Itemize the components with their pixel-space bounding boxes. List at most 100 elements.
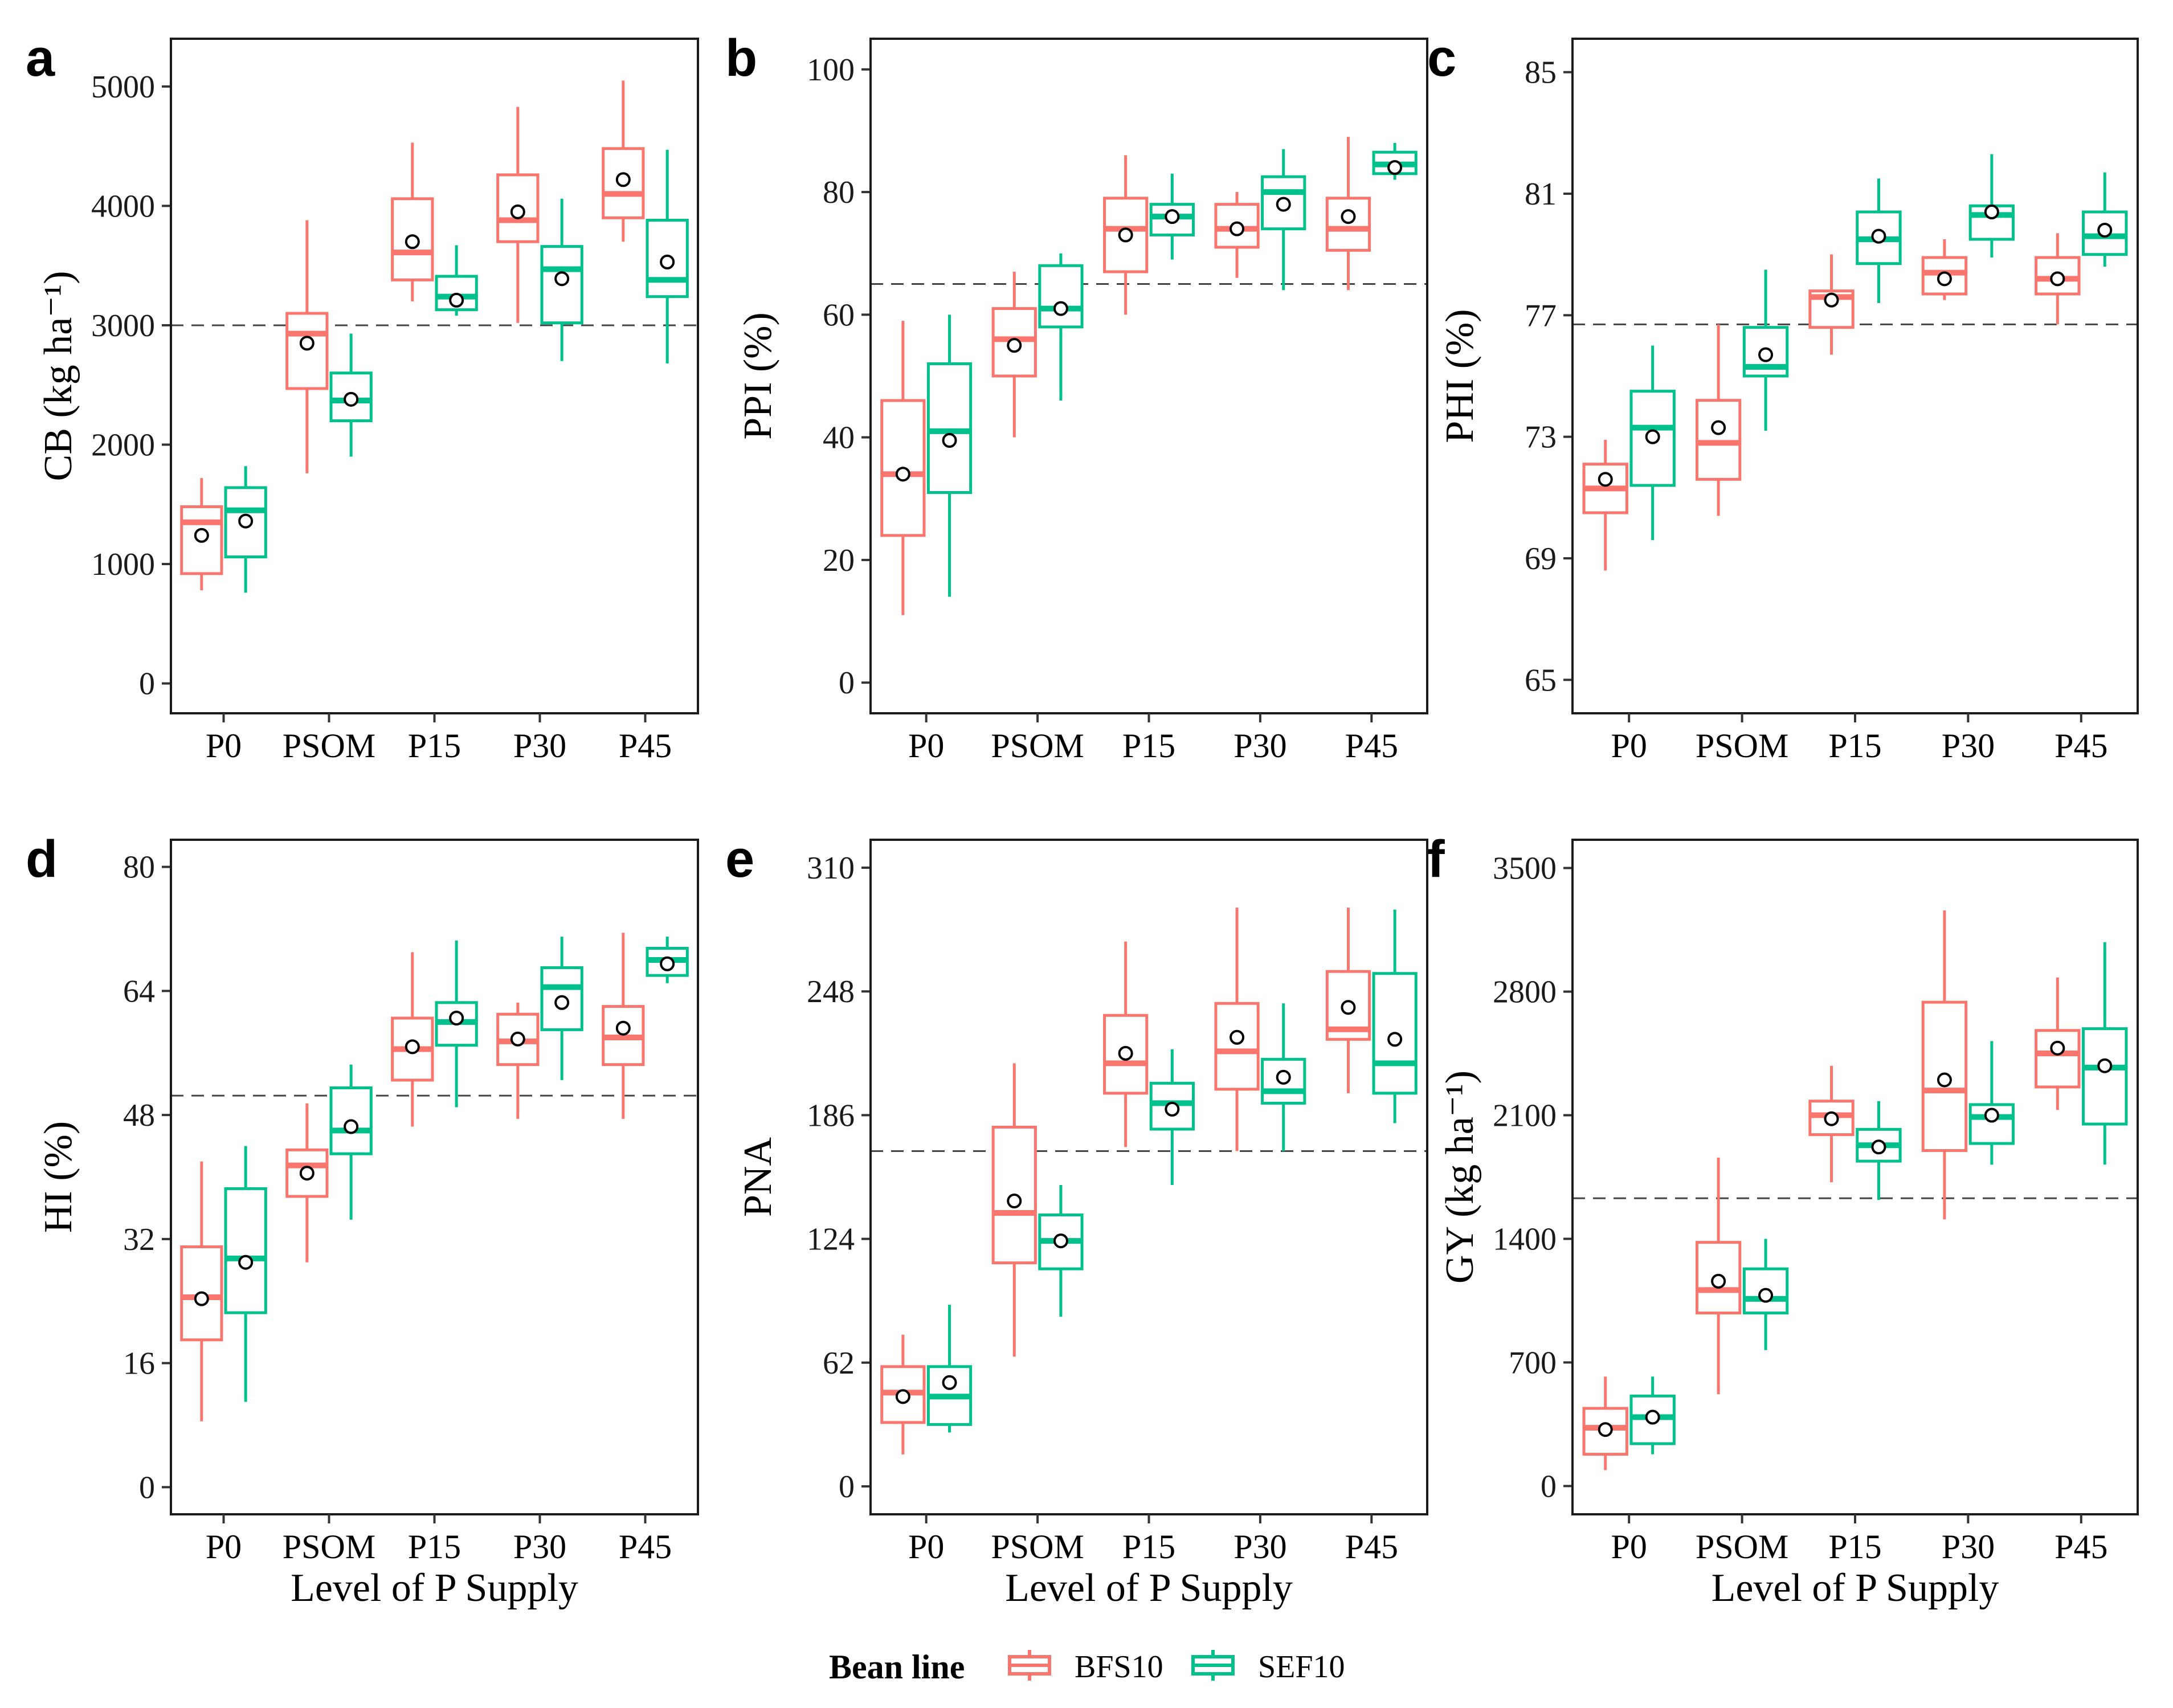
y-tick-label: 20: [823, 543, 855, 578]
box-sef10-p15: [435, 245, 478, 316]
box-sef10-p0: [926, 314, 973, 597]
box-sef10-p0: [224, 466, 267, 593]
box-sef10-p15: [1149, 1049, 1195, 1186]
box-bfs10-psom: [1695, 1157, 1742, 1395]
y-tick-label: 3500: [1493, 851, 1557, 886]
box-mean-point: [2097, 223, 2113, 238]
y-tick-label: 77: [1525, 298, 1557, 333]
box-bfs10-p30: [1921, 910, 1968, 1220]
box-mean-point: [1165, 1101, 1180, 1117]
panel-b: b 0 20 40 60 80 100 PPI (%) P0 PSOM P15 P30 P45: [725, 29, 1428, 765]
box-iqr: [2035, 1029, 2081, 1089]
legend-label-bfs10: BFS10: [1075, 1649, 1163, 1685]
y-tick-label: 100: [807, 52, 855, 88]
y-axis-title: PNA: [736, 1137, 780, 1217]
x-tick-label: P30: [1233, 727, 1286, 765]
box-bfs10-psom: [991, 1063, 1037, 1357]
x-tick-label: PSOM: [991, 727, 1084, 765]
box-mean-point: [1341, 1000, 1356, 1015]
box-mean-point: [1711, 1273, 1726, 1289]
x-tick-label: P0: [1611, 1528, 1647, 1566]
panel-border: [1571, 38, 2139, 714]
panel-letter-b: b: [725, 29, 757, 87]
box-mean-point: [1053, 1233, 1068, 1249]
x-tick-label: P15: [1122, 727, 1175, 765]
box-mean-point: [1758, 347, 1774, 362]
box-bfs10-psom: [991, 272, 1037, 438]
y-tick-label: 80: [123, 850, 155, 885]
box-iqr: [2082, 1027, 2128, 1126]
y-tick-label: 1400: [1493, 1221, 1557, 1257]
y-tick-label: 2000: [91, 427, 155, 463]
y-tick-label: 124: [807, 1222, 855, 1257]
x-tick-label: P30: [1942, 1528, 1995, 1566]
y-tick-label: 5000: [91, 70, 155, 105]
box-mean-point: [1007, 1194, 1022, 1209]
panel-c: c 65 69 73 77 81 85 PHI (%) P0 PSOM P15 P30 P45: [1427, 29, 2139, 765]
box-iqr: [2082, 210, 2128, 256]
box-mean-point: [299, 1166, 314, 1181]
panel-letter-c: c: [1427, 29, 1456, 87]
box-mean-point: [1598, 472, 1613, 487]
y-tick-label: 0: [139, 1470, 155, 1505]
legend-key-sef10: [1191, 1650, 1235, 1681]
box-sef10-psom: [1038, 253, 1084, 401]
box-iqr: [1921, 256, 1968, 296]
box-sef10-p15: [1149, 173, 1195, 260]
box-bfs10-p45: [2035, 233, 2081, 325]
box-mean-point: [1824, 292, 1839, 308]
y-tick-label: 1000: [91, 547, 155, 582]
box-iqr: [1214, 1002, 1260, 1091]
y-tick-label: 3000: [91, 308, 155, 344]
box-iqr: [926, 362, 973, 495]
box-sef10-p45: [2082, 172, 2128, 267]
box-bfs10-p45: [602, 933, 645, 1119]
box-bfs10-p45: [1325, 908, 1371, 1093]
box-bfs10-p0: [180, 478, 223, 591]
box-sef10-p45: [2082, 942, 2128, 1165]
legend-label-sef10: SEF10: [1258, 1649, 1345, 1685]
box-mean-point: [1053, 301, 1068, 316]
box-sef10-p30: [1968, 154, 2015, 258]
box-mean-point: [1645, 1409, 1660, 1425]
y-tick-label: 0: [139, 667, 155, 702]
y-tick-label: 310: [807, 851, 855, 886]
box-mean-point: [615, 1020, 631, 1036]
box-mean-point: [1165, 209, 1180, 224]
x-tick-label: P15: [1828, 727, 1881, 765]
x-tick-label: P30: [513, 1528, 566, 1566]
box-bfs10-p15: [1103, 941, 1149, 1147]
box-bfs10-p0: [880, 321, 926, 615]
panel-letter-f: f: [1427, 830, 1445, 888]
box-sef10-p30: [1261, 149, 1306, 291]
box-sef10-p15: [435, 940, 478, 1108]
box-mean-point: [1230, 1029, 1245, 1045]
x-tick-label: P15: [408, 727, 461, 765]
y-tick-label: 40: [823, 420, 855, 456]
box-sef10-p0: [1629, 1376, 1676, 1454]
box-mean-point: [1871, 1139, 1886, 1155]
box-mean-point: [1824, 1111, 1839, 1126]
box-bfs10-p30: [496, 107, 540, 323]
legend-key-bfs10: [1008, 1650, 1051, 1681]
box-mean-point: [1984, 205, 1999, 219]
box-sef10-psom: [1742, 269, 1789, 431]
y-axis-title: HI (%): [36, 1121, 80, 1233]
y-tick-label: 2800: [1493, 975, 1557, 1010]
box-bfs10-p15: [1808, 1065, 1855, 1183]
y-tick-label: 62: [823, 1346, 855, 1381]
box-sef10-p15: [1856, 1101, 1902, 1200]
y-tick-label: 73: [1525, 420, 1557, 455]
box-bfs10-p30: [1214, 908, 1260, 1151]
y-tick-label: 0: [1541, 1469, 1557, 1504]
x-tick-label: P0: [1611, 727, 1647, 765]
box-mean-point: [510, 204, 525, 219]
y-tick-label: 16: [123, 1346, 155, 1382]
box-mean-point: [1984, 1108, 1999, 1123]
box-bfs10-p30: [1921, 239, 1968, 300]
box-mean-point: [660, 956, 675, 971]
box-bfs10-psom: [285, 1103, 329, 1262]
box-mean-point: [1937, 1072, 1952, 1088]
box-sef10-psom: [1038, 1185, 1084, 1317]
